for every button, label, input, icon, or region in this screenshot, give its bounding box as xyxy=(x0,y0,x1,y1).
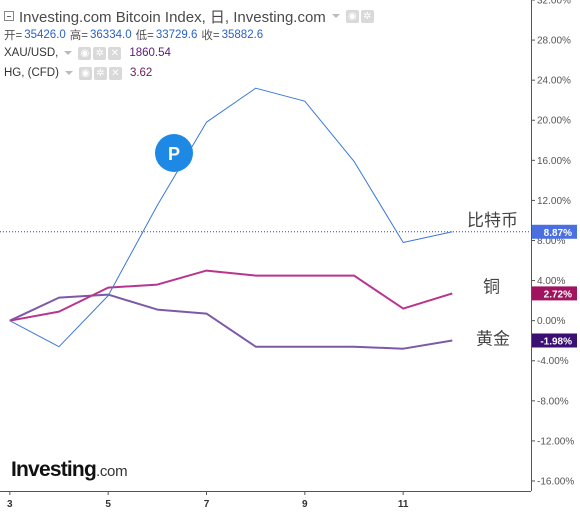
x-tick-label: 5 xyxy=(105,499,111,510)
main-series-row: Investing.com Bitcoin Index, 日, Investin… xyxy=(4,6,376,26)
badge-bg-bitcoin xyxy=(532,224,577,239)
settings-icon[interactable]: ✲ xyxy=(93,46,107,60)
overlay-name-copper: HG, (CFD) xyxy=(4,67,59,79)
logo-text: Investing xyxy=(11,458,97,481)
overlay-row-copper: HG, (CFD) ◉ ✲ ✕ 3.62 xyxy=(4,63,376,83)
series-name-gold: 黄金 xyxy=(476,329,510,349)
settings-icon[interactable]: ✲ xyxy=(93,66,107,80)
p-marker-circle xyxy=(155,134,193,172)
badge-label-bitcoin: 8.87% xyxy=(544,228,572,239)
settings-icon[interactable]: ✲ xyxy=(360,9,374,23)
y-tick-label: 20.00% xyxy=(537,116,571,127)
series-name-bitcoin: 比特币 xyxy=(467,211,518,231)
low-value: 33729.6 xyxy=(155,29,198,41)
y-tick-label: 32.00% xyxy=(537,0,571,7)
close-icon[interactable]: ✕ xyxy=(108,66,122,80)
close-icon[interactable]: ✕ xyxy=(108,46,122,60)
y-tick-label: -12.00% xyxy=(537,436,574,447)
overlay-row-gold: XAU/USD, ◉ ✲ ✕ 1860.54 xyxy=(4,43,376,63)
high-value: 36334.0 xyxy=(90,29,132,41)
y-tick-label: 24.00% xyxy=(537,76,571,87)
overlay-value-gold: 1860.54 xyxy=(129,47,171,59)
y-tick-label: 16.00% xyxy=(537,156,571,167)
close-value: 35882.6 xyxy=(221,29,264,41)
badge-label-copper: 2.72% xyxy=(544,289,572,300)
chart-legend: Investing.com Bitcoin Index, 日, Investin… xyxy=(4,6,376,83)
chevron-down-icon[interactable] xyxy=(64,71,73,75)
visibility-icon[interactable]: ◉ xyxy=(78,66,92,80)
visibility-icon[interactable]: ◉ xyxy=(345,9,359,23)
series-name-copper: 铜 xyxy=(483,277,500,297)
logo-domain: .com xyxy=(95,463,128,480)
series-line-copper xyxy=(9,269,453,322)
badge-label-gold: -1.98% xyxy=(540,336,572,347)
y-tick-label: 4.00% xyxy=(537,276,565,287)
open-label: 开= xyxy=(4,30,23,42)
y-tick-label: 12.00% xyxy=(537,196,571,207)
close-label: 收= xyxy=(201,30,220,42)
collapse-icon[interactable] xyxy=(4,11,14,21)
series-line-bitcoin xyxy=(9,87,453,348)
open-value: 35426.0 xyxy=(24,29,66,41)
x-tick-label: 9 xyxy=(302,499,308,510)
y-tick-label: 28.00% xyxy=(537,36,571,47)
x-tick-label: 3 xyxy=(7,499,13,510)
badge-bg-gold xyxy=(532,333,577,348)
y-tick-label: 0.00% xyxy=(537,316,565,327)
p-marker-letter: P xyxy=(168,144,180,164)
ohlc-row: 开= 35426.0 高= 36334.0 低= 33729.6 收= 35882.6 xyxy=(4,27,376,43)
badge-bg-copper xyxy=(532,286,577,301)
high-label: 高= xyxy=(69,30,89,42)
chart-title: Investing.com Bitcoin Index, 日, Investin… xyxy=(19,8,326,26)
y-tick-label: -4.00% xyxy=(537,356,569,367)
x-tick-label: 7 xyxy=(204,499,210,510)
y-tick-label: -16.00% xyxy=(537,476,574,487)
y-tick-label: 8.00% xyxy=(537,236,565,247)
chevron-down-icon[interactable] xyxy=(331,14,340,18)
chevron-down-icon[interactable] xyxy=(64,51,73,55)
investing-logo: Investing.com xyxy=(11,458,128,482)
visibility-icon[interactable]: ◉ xyxy=(78,46,92,60)
series-line-gold xyxy=(9,293,453,350)
x-tick-label: 11 xyxy=(398,499,409,510)
overlay-value-copper: 3.62 xyxy=(129,67,153,79)
low-label: 低= xyxy=(135,30,154,42)
overlay-name-gold: XAU/USD, xyxy=(4,47,59,59)
y-tick-label: -8.00% xyxy=(537,396,569,407)
